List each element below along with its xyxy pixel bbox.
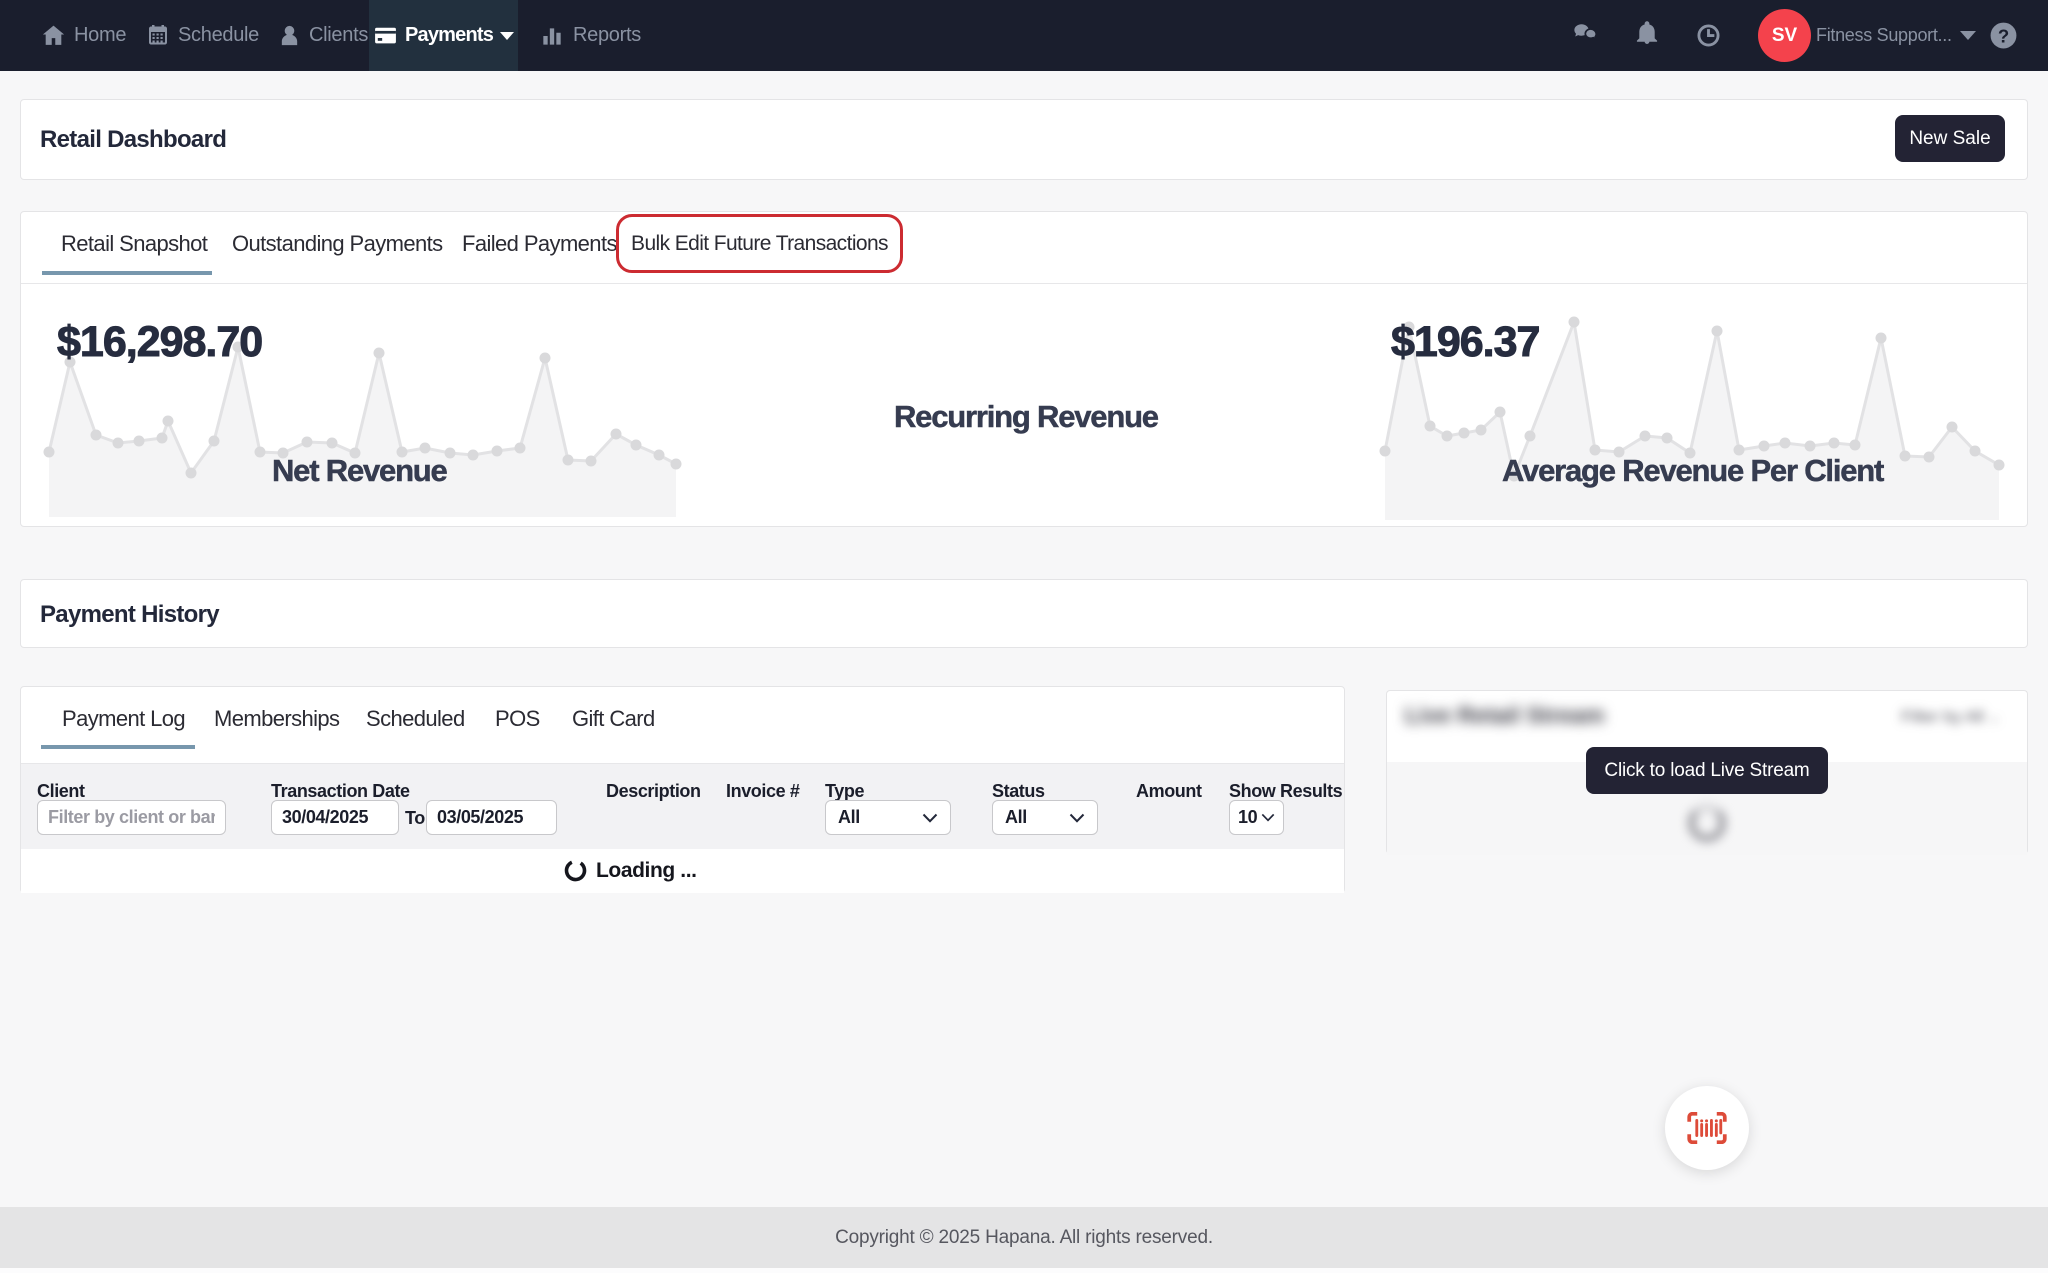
- svg-text:?: ?: [1998, 25, 2009, 46]
